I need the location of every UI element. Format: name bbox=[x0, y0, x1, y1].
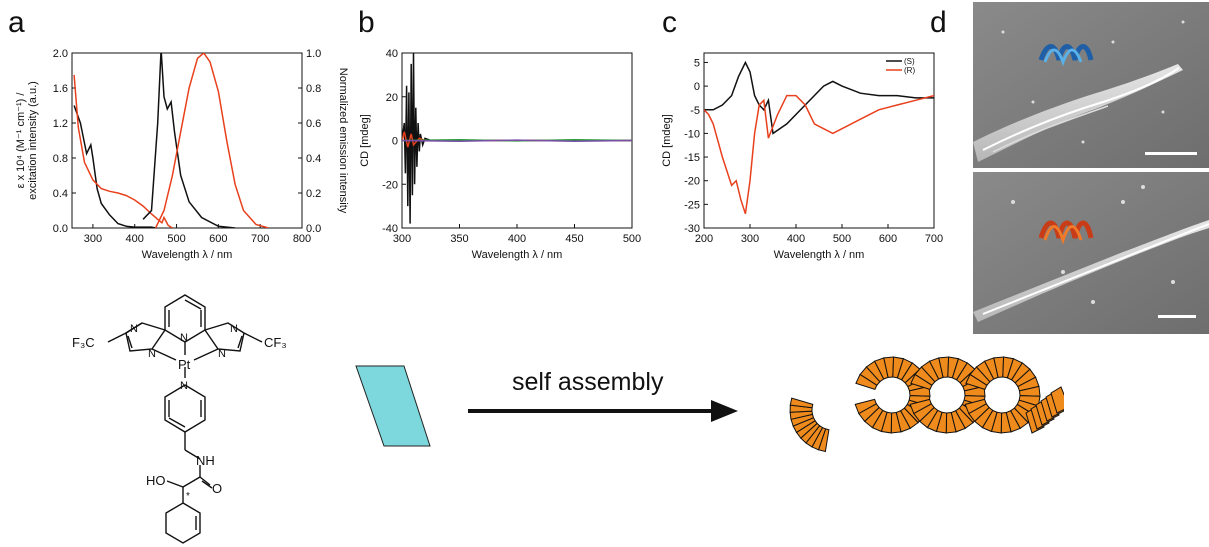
y-right-axis-label: Normalized emission intensity bbox=[337, 68, 349, 214]
y-axis-label-line1: ε x 10⁴ (M⁻¹ cm⁻¹) / bbox=[15, 92, 27, 189]
x-tick-label: 200 bbox=[695, 233, 713, 245]
self-assembly-arrow bbox=[468, 400, 738, 422]
x-tick-label: 400 bbox=[787, 233, 805, 245]
scale-bar-top bbox=[1145, 152, 1197, 155]
y-tick-label: 1.6 bbox=[53, 83, 68, 95]
n-label-coord: N bbox=[180, 380, 188, 392]
x-tick-label: 600 bbox=[209, 233, 227, 245]
chemical-structure: F₃C CF₃ Pt N N N N N N NH HO O * bbox=[72, 294, 287, 544]
cf3-left: F₃C bbox=[72, 335, 95, 350]
panel-label-b: b bbox=[358, 6, 375, 39]
series-line-3 bbox=[402, 139, 632, 142]
y-tick-label: -30 bbox=[684, 223, 700, 235]
n-label-triazole-left: N bbox=[148, 348, 156, 360]
y-right-tick-label: 1.0 bbox=[306, 48, 321, 60]
series-line-0 bbox=[73, 105, 156, 228]
helix-segment bbox=[909, 398, 932, 415]
x-axis-label: Wavelength λ / nm bbox=[472, 249, 563, 261]
series-line-2 bbox=[142, 53, 236, 228]
y-right-tick-label: 0.8 bbox=[306, 83, 321, 95]
n-label-pyridine: N bbox=[180, 332, 188, 344]
legend-label: (R) bbox=[904, 66, 915, 75]
y-tick-label: -5 bbox=[690, 105, 700, 117]
cf3-right: CF₃ bbox=[264, 335, 287, 350]
plot-frame bbox=[703, 52, 935, 229]
series-line-0 bbox=[402, 53, 632, 224]
o-label: O bbox=[212, 481, 222, 496]
panel-label-d: d bbox=[930, 6, 947, 39]
stereo-label: * bbox=[186, 491, 190, 502]
pt-label: Pt bbox=[178, 357, 191, 372]
building-block-parallelogram bbox=[355, 365, 431, 447]
chart-b: 300 350 400 450 500 -40 -20 0 20 40 Wavelength λ /… bbox=[359, 48, 641, 261]
x-tick-label: 350 bbox=[450, 233, 468, 245]
x-tick-label: 500 bbox=[623, 233, 641, 245]
x-tick-label: 700 bbox=[925, 233, 943, 245]
helix-segment bbox=[1050, 386, 1064, 414]
x-tick-label: 300 bbox=[393, 233, 411, 245]
y-tick-label: 0 bbox=[392, 136, 398, 148]
sem-images bbox=[973, 2, 1209, 334]
chart-c: 200 300 400 500 600 700 5 0 -5 -10 -15 -20 -25 -30 Wav… bbox=[661, 52, 943, 261]
y-tick-label: 1.2 bbox=[53, 118, 68, 130]
panel-label-c: c bbox=[662, 6, 677, 39]
y-right-tick-label: 0.0 bbox=[306, 223, 321, 235]
n-label-triazole-right: N bbox=[218, 348, 226, 360]
y-tick-label: -10 bbox=[684, 128, 700, 140]
y-tick-label: 0.8 bbox=[53, 153, 68, 165]
ho-label: HO bbox=[146, 473, 166, 488]
y-tick-label: 20 bbox=[386, 92, 398, 104]
y-tick-label: 0 bbox=[694, 81, 700, 93]
y-tick-label: -20 bbox=[382, 179, 398, 191]
x-tick-label: 300 bbox=[84, 233, 102, 245]
x-tick-label: 600 bbox=[879, 233, 897, 245]
y-tick-label: -15 bbox=[684, 152, 700, 164]
self-assembly-label: self assembly bbox=[512, 368, 664, 396]
x-tick-label: 500 bbox=[167, 233, 185, 245]
y-tick-label: 0.4 bbox=[53, 188, 68, 200]
y-axis-label: CD [mdeg] bbox=[661, 114, 673, 167]
x-tick-label: 700 bbox=[251, 233, 269, 245]
series-line-1 bbox=[73, 74, 173, 228]
y-tick-label: -40 bbox=[382, 223, 398, 235]
legend-label: (S) bbox=[904, 57, 915, 66]
charts-svg: 300 400 500 600 700 8000.00.40.81.21.62.00.00… bbox=[15, 48, 943, 261]
y-tick-label: 5 bbox=[694, 57, 700, 69]
x-axis-label: Wavelength λ / nm bbox=[142, 249, 233, 261]
nh-label: NH bbox=[196, 453, 215, 468]
x-tick-label: 400 bbox=[508, 233, 526, 245]
n-label-triazole-left-2: N bbox=[130, 323, 138, 335]
x-axis-label: Wavelength λ / nm bbox=[774, 249, 865, 261]
x-tick-label: 500 bbox=[833, 233, 851, 245]
n-label-triazole-right-2: N bbox=[230, 323, 238, 335]
y-axis-label: CD [mdeg] bbox=[359, 114, 371, 167]
series-line-0 bbox=[704, 60, 934, 135]
y-tick-label: 2.0 bbox=[53, 48, 68, 60]
y-tick-label: -20 bbox=[684, 176, 700, 188]
x-tick-label: 300 bbox=[741, 233, 759, 245]
y-right-tick-label: 0.4 bbox=[306, 153, 321, 165]
x-tick-label: 400 bbox=[126, 233, 144, 245]
y-tick-label: 40 bbox=[386, 48, 398, 60]
chart-a: 300 400 500 600 700 8000.00.40.81.21.62.00.00… bbox=[15, 48, 349, 261]
y-tick-label: 0.0 bbox=[53, 223, 68, 235]
helix-segment bbox=[964, 398, 987, 415]
series-line-1 bbox=[704, 94, 934, 215]
y-right-tick-label: 0.2 bbox=[306, 188, 321, 200]
scale-bar-bottom bbox=[1158, 315, 1196, 318]
series-line-3 bbox=[154, 53, 269, 228]
helical-assembly bbox=[789, 356, 1064, 453]
helix-segment bbox=[789, 397, 814, 409]
y-right-tick-label: 0.6 bbox=[306, 118, 321, 130]
helix-segment bbox=[854, 398, 877, 415]
series-line-2 bbox=[402, 139, 632, 142]
sem-image-bottom bbox=[973, 172, 1209, 334]
sem-image-top bbox=[973, 2, 1209, 168]
x-tick-label: 800 bbox=[293, 233, 311, 245]
y-axis-label-line2: excitation intensity (a.u.) bbox=[27, 81, 39, 200]
plot-frame bbox=[71, 52, 303, 229]
panel-label-a: a bbox=[8, 6, 25, 39]
y-tick-label: -25 bbox=[684, 199, 700, 211]
x-tick-label: 450 bbox=[565, 233, 583, 245]
